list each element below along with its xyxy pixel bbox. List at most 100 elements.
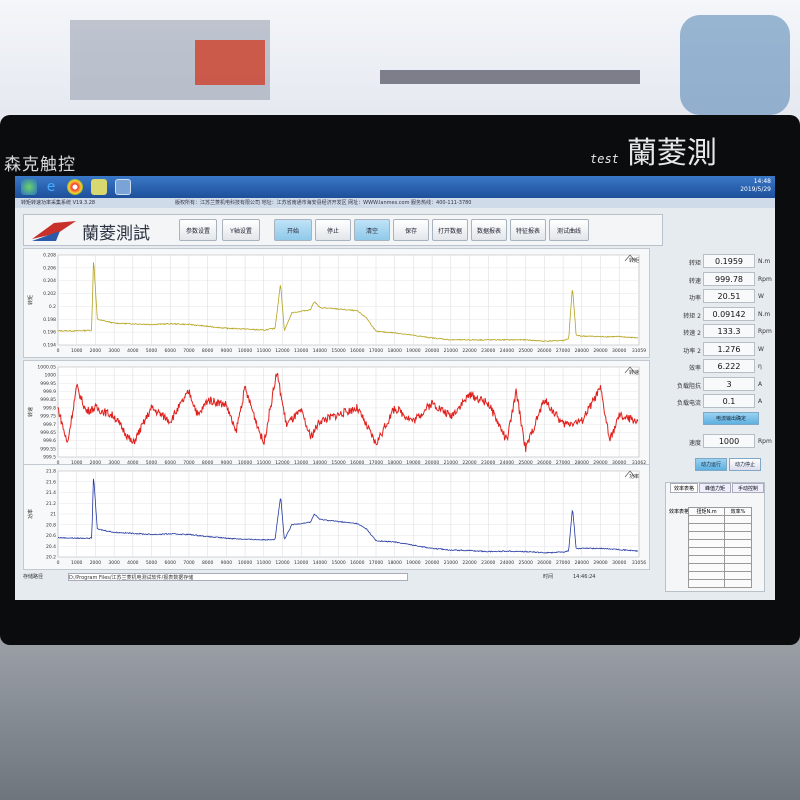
speed-chart[interactable]: 0 1000 2000 3000 4000 5000 6000 7000 8000 9000 100… xyxy=(23,360,650,470)
table-row[interactable] xyxy=(687,531,752,540)
x-tick-label: 21000 xyxy=(444,348,458,354)
efficiency-table[interactable]: 扭矩N.m 效率% xyxy=(687,507,752,588)
series-line xyxy=(57,478,639,554)
x-tick-label: 0 xyxy=(57,348,60,354)
table-cell[interactable] xyxy=(687,531,726,540)
x-tick-label: 9000 xyxy=(221,560,233,566)
x-tick-label: 6000 xyxy=(165,348,177,354)
test-curve-button[interactable]: 测试曲线 xyxy=(549,219,589,241)
chart-legend: 转矩 xyxy=(628,258,639,264)
param-settings-button[interactable]: 参数设置 xyxy=(179,219,217,241)
clear-button[interactable]: 清空 xyxy=(354,219,390,241)
x-tick-label: 31062 xyxy=(632,460,646,466)
app-logo: 蘭菱測試 xyxy=(30,219,160,244)
readout-label: 功率 2 xyxy=(683,347,701,355)
speed-row: 速度 1000 Rpm xyxy=(655,434,775,450)
ie-icon[interactable]: e xyxy=(46,179,56,195)
x-tick-label: 28000 xyxy=(575,560,589,566)
power-chart[interactable]: 0 1000 2000 3000 4000 5000 6000 7000 8000 9000 100… xyxy=(23,464,650,570)
readout-label: 转速 2 xyxy=(683,330,701,337)
x-tick-label: 9000 xyxy=(221,460,233,466)
chrome-icon[interactable] xyxy=(67,179,83,195)
save-button[interactable]: 保存 xyxy=(393,219,429,241)
x-tick-label: 11000 xyxy=(257,460,271,466)
table-cell[interactable] xyxy=(724,531,752,540)
motor-stop-button[interactable]: 动力停止 xyxy=(729,458,761,471)
tab-peak-torque[interactable]: 峰值力矩 xyxy=(699,483,731,493)
table-cell[interactable] xyxy=(687,547,726,556)
torque-chart[interactable]: 0 1000 2000 3000 4000 5000 6000 7000 8000 9000 100… xyxy=(23,248,650,358)
data-report-button[interactable]: 数据报表 xyxy=(471,219,507,241)
y-tick-label: 999.7 xyxy=(43,422,56,428)
table-row[interactable] xyxy=(687,571,752,580)
table-cell[interactable] xyxy=(687,571,726,580)
table-cell[interactable] xyxy=(687,579,726,588)
x-tick-label: 17000 xyxy=(369,460,383,466)
x-tick-label: 18000 xyxy=(388,348,402,354)
notepad-icon[interactable] xyxy=(91,179,107,195)
y-tick-label: 999.55 xyxy=(40,446,56,452)
table-cell[interactable] xyxy=(687,555,726,564)
x-tick-label: 16000 xyxy=(350,460,364,466)
x-tick-label: 24000 xyxy=(500,348,514,354)
x-tick-label: 16000 xyxy=(350,348,364,354)
table-row[interactable] xyxy=(687,539,752,548)
table-cell[interactable] xyxy=(724,539,752,548)
table-cell[interactable] xyxy=(724,515,752,524)
clock[interactable]: 14:48 2019/5/29 xyxy=(740,178,771,194)
table-cell[interactable] xyxy=(724,555,752,564)
table-row[interactable] xyxy=(687,515,752,524)
table-cell[interactable] xyxy=(687,523,726,532)
x-tick-label: 9000 xyxy=(221,348,233,354)
readout-row: 转速 999.78 Rpm xyxy=(655,271,775,288)
x-tick-label: 13000 xyxy=(294,560,308,566)
tab-manual-control[interactable]: 手动控制 xyxy=(732,483,764,493)
table-cell[interactable] xyxy=(687,563,726,572)
series-line xyxy=(57,372,639,452)
table-cell[interactable] xyxy=(724,571,752,580)
readout-row: 效率 6.222 η xyxy=(655,359,775,375)
readout-value: 6.222 xyxy=(703,359,755,373)
table-cell[interactable] xyxy=(724,579,752,588)
x-tick-label: 27000 xyxy=(556,348,570,354)
readout-row: 转矩 2 0.09142 N.m xyxy=(655,306,775,323)
table-row[interactable] xyxy=(687,579,752,588)
table-row[interactable] xyxy=(687,523,752,532)
motor-run-button[interactable]: 动力运行 xyxy=(695,458,727,471)
table-cell[interactable] xyxy=(724,563,752,572)
readout-unit: A xyxy=(758,380,763,388)
tab-efficiency-table[interactable]: 效率表格 xyxy=(670,483,698,493)
y-tick-label: 999.95 xyxy=(40,381,56,387)
x-tick-label: 23000 xyxy=(481,348,495,354)
speed-input[interactable]: 1000 xyxy=(703,434,755,448)
y-tick-label: 999.6 xyxy=(43,438,56,444)
app-icon[interactable] xyxy=(115,179,131,195)
y-axis-settings-button[interactable]: Y轴设置 xyxy=(222,219,260,241)
x-tick-label: 22000 xyxy=(462,348,476,354)
table-row[interactable] xyxy=(687,555,752,564)
table-cell[interactable] xyxy=(687,539,726,548)
table-row[interactable] xyxy=(687,563,752,572)
load-current-confirm-button[interactable]: 电流输出确定 xyxy=(703,412,759,425)
stop-button[interactable]: 停止 xyxy=(315,219,351,241)
start-button[interactable]: 开始 xyxy=(274,219,312,241)
readout-row: 负载阻抗 3 A xyxy=(655,376,775,393)
chart-legend: 功率 xyxy=(628,474,639,480)
x-tick-label: 2000 xyxy=(90,560,102,566)
y-tick-label: 21 xyxy=(50,512,56,518)
open-data-button[interactable]: 打开数据 xyxy=(432,219,468,241)
feature-report-button[interactable]: 特征报表 xyxy=(510,219,546,241)
x-tick-label: 22000 xyxy=(462,560,476,566)
x-tick-label: 30000 xyxy=(612,348,626,354)
readout-row: 转速 2 133.3 Rpm xyxy=(655,324,775,340)
path-input[interactable]: D:/Program Files/江苏兰菱机电测试软件/报表数据存储 xyxy=(68,573,408,581)
table-cell[interactable] xyxy=(687,515,726,524)
readout-value: 1.276 xyxy=(703,341,755,356)
y-tick-label: 20.8 xyxy=(46,522,56,528)
table-row[interactable] xyxy=(687,547,752,556)
table-cell[interactable] xyxy=(724,547,752,556)
column-header: 扭矩N.m xyxy=(687,507,726,516)
table-cell[interactable] xyxy=(724,523,752,532)
collapse-chevron-icon xyxy=(624,470,636,478)
start-orb-icon[interactable] xyxy=(21,179,37,195)
